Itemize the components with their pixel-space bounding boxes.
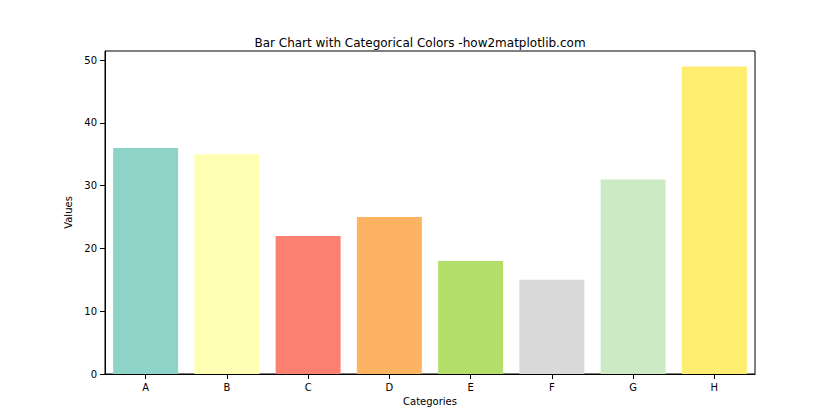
svg-text:40: 40 bbox=[84, 117, 97, 128]
svg-text:H: H bbox=[711, 382, 719, 393]
svg-text:Bar Chart with Categorical Col: Bar Chart with Categorical Colors -how2m… bbox=[254, 36, 585, 50]
svg-text:C: C bbox=[305, 382, 312, 393]
svg-text:Categories: Categories bbox=[403, 396, 457, 407]
svg-text:B: B bbox=[223, 382, 230, 393]
svg-text:20: 20 bbox=[84, 243, 97, 254]
svg-text:30: 30 bbox=[84, 180, 97, 191]
svg-text:A: A bbox=[142, 382, 149, 393]
svg-text:Values: Values bbox=[63, 196, 74, 229]
svg-text:10: 10 bbox=[84, 306, 97, 317]
svg-text:F: F bbox=[549, 382, 555, 393]
svg-text:50: 50 bbox=[84, 55, 97, 66]
svg-text:E: E bbox=[467, 382, 473, 393]
svg-text:0: 0 bbox=[91, 369, 97, 380]
svg-text:D: D bbox=[386, 382, 394, 393]
svg-text:G: G bbox=[629, 382, 637, 393]
